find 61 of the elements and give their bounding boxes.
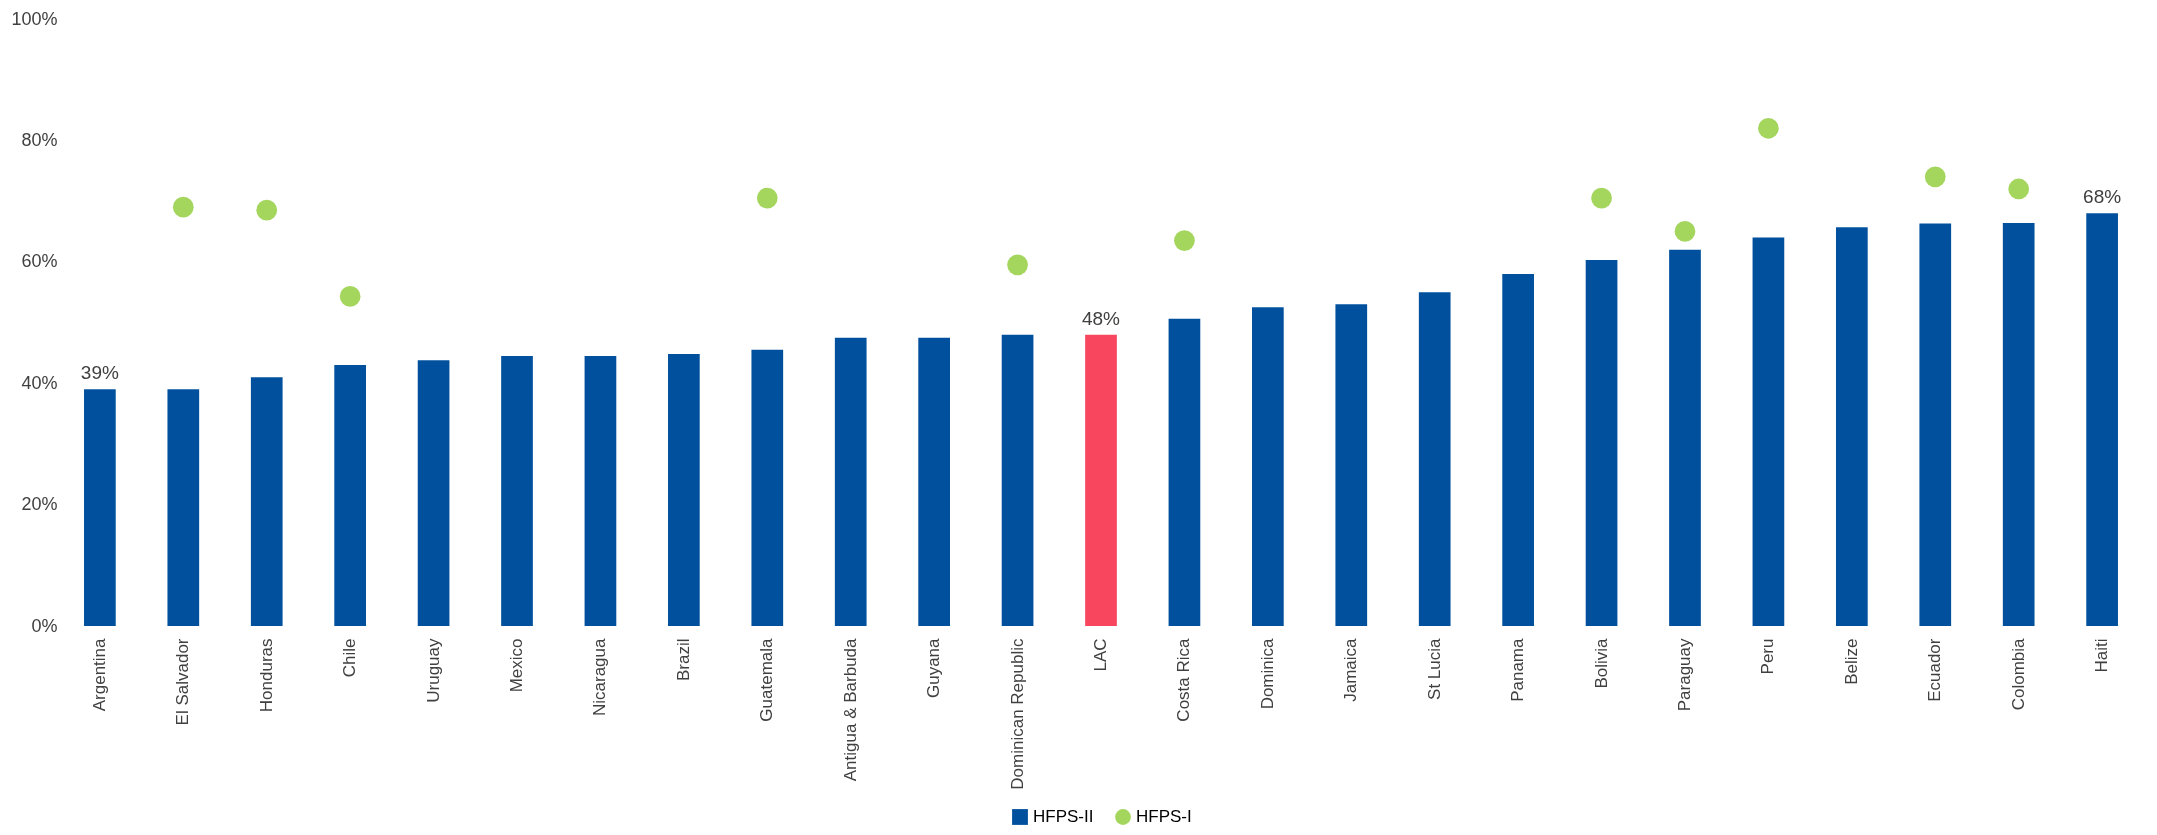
x-tick-label: Antigua & Barbuda xyxy=(840,637,860,782)
x-tick-label: Jamaica xyxy=(1341,637,1361,702)
x-tick-label: Colombia xyxy=(2008,637,2028,711)
y-tick-label: 0% xyxy=(31,615,58,636)
bar xyxy=(1085,334,1117,626)
y-tick-label: 20% xyxy=(21,494,58,515)
bar xyxy=(1669,249,1701,626)
bar xyxy=(1001,334,1034,626)
bar xyxy=(1252,307,1284,626)
data-label: 39% xyxy=(80,362,119,384)
x-tick-label: St Lucia xyxy=(1424,637,1444,700)
y-tick-label: 80% xyxy=(21,129,58,150)
x-tick-label: Panama xyxy=(1508,637,1528,702)
data-label: 68% xyxy=(2083,186,2122,208)
bar xyxy=(2002,222,2035,626)
x-tick-label: Brazil xyxy=(673,638,693,682)
bar xyxy=(2086,213,2118,626)
x-tick-label: Chile xyxy=(340,638,360,678)
bar xyxy=(1585,259,1618,626)
bar xyxy=(417,360,450,626)
y-tick-label: 60% xyxy=(21,251,58,272)
x-tick-label: LAC xyxy=(1091,638,1110,672)
bar xyxy=(751,349,784,626)
bar xyxy=(668,354,700,626)
x-tick-label: Bolivia xyxy=(1591,637,1611,689)
bar xyxy=(1752,237,1785,626)
x-tick-label: Mexico xyxy=(507,638,527,693)
x-tick-label: Dominican Republic xyxy=(1007,638,1027,790)
x-tick-label: Uruguay xyxy=(423,638,443,703)
x-tick-label: Honduras xyxy=(256,638,276,713)
bar xyxy=(1835,227,1868,626)
legend-label: HFPS-II xyxy=(1033,807,1094,826)
bar xyxy=(584,355,617,626)
x-tick-label: Paraguay xyxy=(1674,638,1694,712)
bar xyxy=(334,364,367,626)
legend-label: HFPS-I xyxy=(1136,807,1192,826)
bar xyxy=(1418,292,1451,626)
x-tick-label: Costa Rica xyxy=(1174,637,1194,722)
data-label: 48% xyxy=(1081,307,1121,329)
bar xyxy=(250,377,283,626)
x-tick-label: Argentina xyxy=(89,637,109,712)
x-tick-label: Guatemala xyxy=(757,637,777,722)
bar xyxy=(918,337,950,626)
y-tick-label: 100% xyxy=(11,8,58,29)
bar xyxy=(501,355,533,626)
x-tick-label: Peru xyxy=(1758,638,1778,675)
x-tick-label: Ecuador xyxy=(1925,638,1945,702)
bar xyxy=(1502,273,1534,626)
x-tick-label: Belize xyxy=(1841,638,1861,685)
bar xyxy=(84,389,116,626)
bar xyxy=(1168,318,1201,626)
x-tick-label: Guyana xyxy=(924,637,944,699)
x-tick-label: Dominica xyxy=(1257,637,1277,710)
x-tick-label: El Salvador xyxy=(173,638,193,726)
bar xyxy=(1335,304,1368,626)
bar xyxy=(834,337,867,626)
y-tick-label: 40% xyxy=(21,372,58,393)
x-tick-label: Haiti xyxy=(2092,638,2112,673)
x-tick-label: Nicaragua xyxy=(590,637,610,716)
bar xyxy=(1919,223,1952,626)
bar xyxy=(167,389,200,626)
